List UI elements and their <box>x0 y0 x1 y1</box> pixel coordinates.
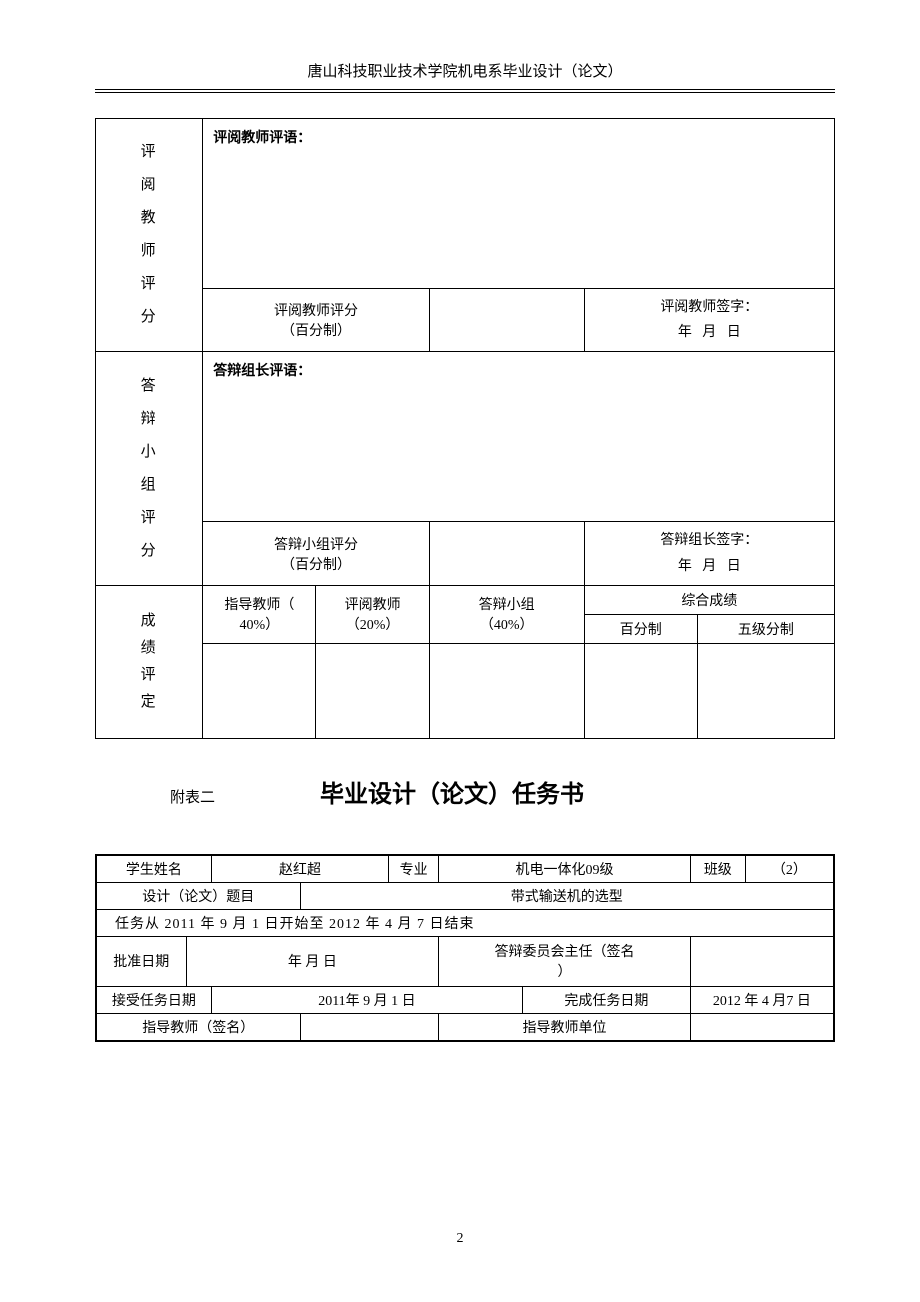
col-reviewer: 评阅教师（20%） <box>316 585 429 643</box>
defense-score-label: 答辩小组评分（百分制） <box>203 522 429 585</box>
chair-signature <box>690 936 834 986</box>
header-underline <box>95 92 835 93</box>
reviewer-section-label: 评阅教师评分 <box>96 119 203 352</box>
grade-five-value <box>697 643 834 738</box>
student-name: 赵红超 <box>211 855 388 883</box>
col-hundred: 百分制 <box>584 614 697 643</box>
finish-date-label: 完成任务日期 <box>523 986 691 1013</box>
grade-instructor-value <box>203 643 316 738</box>
chair-label: 答辩委员会主任（签名） <box>439 936 691 986</box>
major-label: 专业 <box>389 855 439 883</box>
defense-score-value <box>429 522 584 585</box>
class-label: 班级 <box>690 855 745 883</box>
approve-date-label: 批准日期 <box>96 936 186 986</box>
attachment-label: 附表二 <box>170 786 215 807</box>
teacher-unit-label: 指导教师单位 <box>439 1013 691 1041</box>
col-defense: 答辩小组（40%） <box>429 585 584 643</box>
grade-reviewer-value <box>316 643 429 738</box>
grade-section-label: 成绩评定 <box>96 585 203 738</box>
col-five: 五级分制 <box>697 614 834 643</box>
accept-date: 2011年 9 月 1 日 <box>211 986 522 1013</box>
major: 机电一体化09级 <box>439 855 691 883</box>
topic-label: 设计（论文）题目 <box>96 882 300 909</box>
reviewer-score-label: 评阅教师评分（百分制） <box>203 289 429 352</box>
reviewer-comment-label: 评阅教师评语： <box>203 119 835 289</box>
col-instructor: 指导教师（40%） <box>203 585 316 643</box>
task-table: 学生姓名 赵红超 专业 机电一体化09级 班级 （2） 设计（论文）题目 带式输… <box>95 854 835 1042</box>
defense-section-label: 答辩小组评分 <box>96 352 203 585</box>
approve-date: 年 月 日 <box>186 936 439 986</box>
evaluation-table: 评阅教师评分 评阅教师评语： 评阅教师评分（百分制） 评阅教师签字：年 月 日 … <box>95 118 835 739</box>
topic: 带式输送机的选型 <box>300 882 834 909</box>
main-title: 毕业设计（论文）任务书 <box>320 774 584 809</box>
grade-defense-value <box>429 643 584 738</box>
accept-date-label: 接受任务日期 <box>96 986 211 1013</box>
teacher-sig <box>300 1013 439 1041</box>
defense-comment-label: 答辩组长评语： <box>203 352 835 522</box>
reviewer-signature: 评阅教师签字：年 月 日 <box>584 289 834 352</box>
class: （2） <box>745 855 834 883</box>
finish-date: 2012 年 4 月7 日 <box>690 986 834 1013</box>
student-name-label: 学生姓名 <box>96 855 211 883</box>
task-period: 任务从 2011 年 9 月 1 日开始至 2012 年 4 月 7 日结束 <box>96 909 834 936</box>
title-row: 附表二 毕业设计（论文）任务书 <box>95 774 835 809</box>
col-overall: 综合成绩 <box>584 585 834 614</box>
reviewer-score-value <box>429 289 584 352</box>
defense-signature: 答辩组长签字：年 月 日 <box>584 522 834 585</box>
teacher-unit <box>690 1013 834 1041</box>
page-number: 2 <box>0 1231 920 1247</box>
teacher-sig-label: 指导教师（签名） <box>96 1013 300 1041</box>
grade-hundred-value <box>584 643 697 738</box>
page-header: 唐山科技职业技术学院机电系毕业设计（论文） <box>95 60 835 90</box>
